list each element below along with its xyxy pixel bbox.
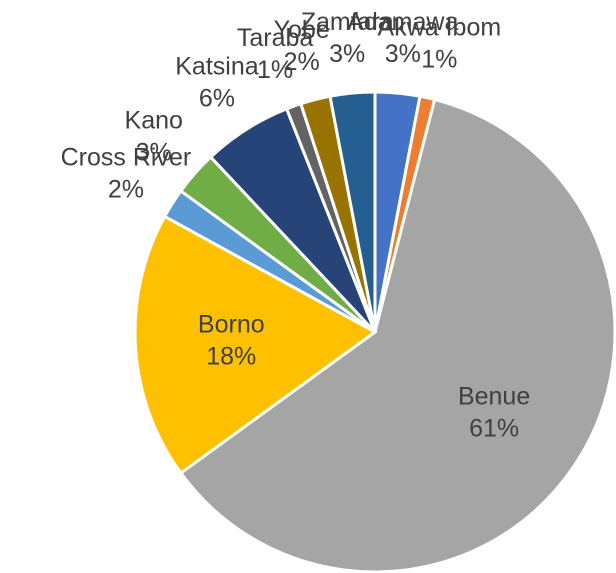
data-label-value: 3% [136, 139, 172, 167]
pie-slice [328, 90, 377, 333]
data-label-value: 18% [206, 343, 256, 371]
data-label-value: 6% [199, 85, 235, 113]
data-label-name: Adamawa [347, 8, 458, 36]
data-label-value: 1% [421, 46, 457, 74]
data-label-name: Borno [198, 311, 265, 339]
data-label-name: Zamfara [301, 8, 394, 36]
data-label-name: Akwa Ibom [378, 14, 502, 42]
data-label-name: Yobe [274, 16, 330, 44]
data-label-value: 3% [329, 40, 365, 68]
data-label-name: Katsina [175, 53, 258, 81]
pie-slice [178, 97, 616, 573]
data-label-value: 2% [284, 48, 320, 76]
data-label-name: Cross River [61, 144, 192, 172]
data-label-value: 2% [108, 176, 144, 204]
data-label-value: 1% [257, 56, 293, 84]
data-label-name: Taraba [237, 24, 314, 52]
data-label-name: Benue [458, 383, 530, 411]
pie-slice [133, 214, 378, 476]
data-label-value: 61% [469, 415, 519, 443]
data-label-name: Kano [125, 107, 183, 135]
data-label-value: 3% [385, 40, 421, 68]
